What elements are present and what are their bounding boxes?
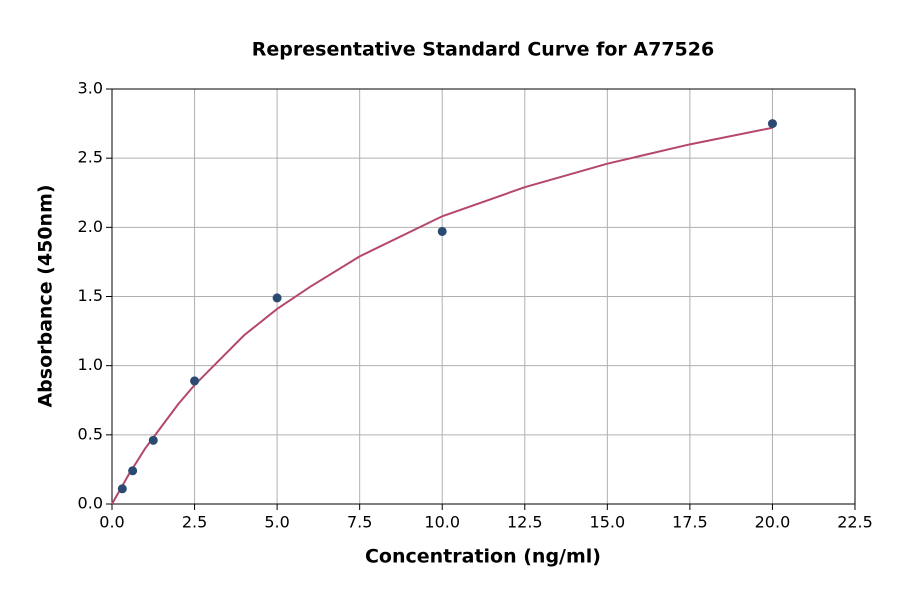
- y-tick-label: 2.5: [78, 148, 103, 167]
- x-tick-label: 20.0: [755, 513, 791, 532]
- x-tick-label: 22.5: [837, 513, 873, 532]
- x-tick-label: 15.0: [590, 513, 626, 532]
- data-point: [437, 226, 447, 236]
- data-point: [272, 293, 282, 303]
- y-tick-label: 1.5: [78, 286, 103, 305]
- data-point: [767, 119, 777, 129]
- y-tick-label: 1.0: [78, 355, 103, 374]
- data-point: [117, 484, 127, 494]
- y-tick-label: 2.0: [78, 217, 103, 236]
- x-tick-label: 5.0: [264, 513, 289, 532]
- y-tick-label: 0.0: [78, 494, 103, 513]
- data-point: [128, 466, 138, 476]
- x-axis-label: Concentration (ng/ml): [365, 546, 601, 568]
- x-tick-label: 2.5: [182, 513, 207, 532]
- x-tick-label: 7.5: [347, 513, 372, 532]
- data-point: [148, 435, 158, 445]
- x-tick-label: 10.0: [424, 513, 460, 532]
- y-axis-label: Absorbance (450nm): [35, 184, 57, 407]
- y-tick-label: 3.0: [78, 79, 103, 98]
- x-tick-label: 17.5: [672, 513, 708, 532]
- y-tick-label: 0.5: [78, 424, 103, 443]
- data-point: [190, 376, 200, 386]
- x-tick-label: 0.0: [99, 513, 124, 532]
- x-tick-label: 12.5: [507, 513, 543, 532]
- plot-frame: [111, 88, 856, 505]
- chart-title: Representative Standard Curve for A77526: [252, 39, 714, 61]
